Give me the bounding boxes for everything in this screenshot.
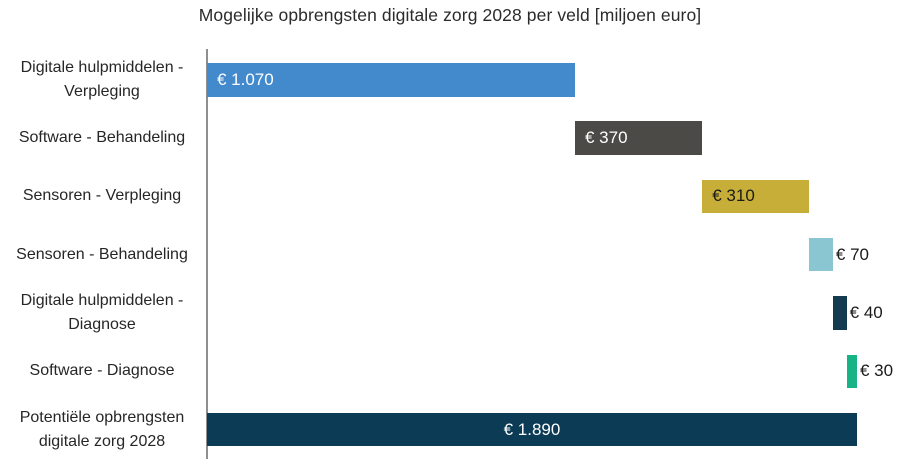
value-label: € 310 xyxy=(712,186,755,206)
value-label: € 70 xyxy=(835,244,870,264)
category-label: Digitale hulpmiddelen - Diagnose xyxy=(20,291,184,333)
bar-segment-4 xyxy=(832,296,847,330)
category-label: Sensoren - Behandeling xyxy=(16,245,188,263)
category-label: Digitale hulpmiddelen - Verpleging xyxy=(20,58,184,100)
value-label: € 370 xyxy=(584,128,628,148)
bar-segment-6: € 1.890 xyxy=(207,412,857,447)
y-axis-line xyxy=(206,49,208,459)
bar-segment-5 xyxy=(846,354,857,388)
category-label: Sensoren - Verpleging xyxy=(22,187,182,205)
category-label: Software - Behandeling xyxy=(18,129,186,147)
bar-segment-0: € 1.070 xyxy=(207,63,575,97)
value-label: € 1.070 xyxy=(217,69,274,89)
category-label: Potentiële opbrengsten digitale zorg 202… xyxy=(19,408,185,450)
value-label: € 40 xyxy=(849,302,883,322)
value-label: € 30 xyxy=(860,361,894,381)
bar-segment-2: € 310 xyxy=(702,179,809,214)
value-label: € 1.890 xyxy=(503,419,561,439)
chart-title: Mogelijke opbrengsten digitale zorg 2028… xyxy=(198,5,702,25)
bar-segment-1: € 370 xyxy=(574,121,703,155)
bar-segment-3 xyxy=(808,237,833,272)
category-label: Software - Diagnose xyxy=(29,362,175,380)
